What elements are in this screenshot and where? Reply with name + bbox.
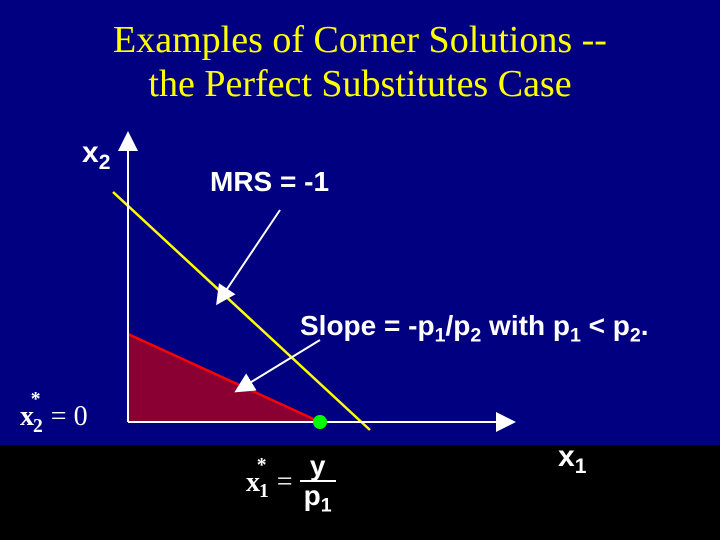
x1star-num: y (300, 452, 336, 482)
slope-s2: 2 (470, 325, 481, 347)
x1-sub: 1 (575, 455, 587, 478)
x2-sub: 2 (99, 151, 111, 174)
slope-s3: 1 (570, 325, 581, 347)
x1star-den-base: p (304, 480, 321, 511)
pointer-mrs (225, 210, 280, 292)
slope-label: Slope = -p1/p2 with p1 < p2. (300, 310, 649, 348)
mrs-label: MRS = -1 (210, 166, 329, 198)
optimal-point-dot (313, 415, 327, 429)
title-line-2: the Perfect Substitutes Case (0, 62, 720, 106)
slope-s4: 2 (630, 325, 641, 347)
title-line-1: Examples of Corner Solutions -- (0, 18, 720, 62)
x1star-den: p1 (300, 482, 336, 516)
x1star-sub: 1 (259, 481, 269, 502)
slope-post: . (641, 310, 649, 341)
slope-s1: 1 (435, 325, 446, 347)
x1-star-label: x*1 = y p1 (246, 452, 336, 516)
x1star-sup: * (257, 455, 267, 477)
x1-base: x (558, 440, 575, 473)
x2star-sup: * (31, 389, 41, 411)
x2star-sub: 2 (33, 416, 43, 437)
x1star-den-sub: 1 (321, 495, 332, 517)
slope-mid3: < p (581, 310, 630, 341)
slope-mid2: with p (481, 310, 570, 341)
x2-star-label: x*2 = 0 (20, 400, 88, 438)
x2-base: x (82, 136, 99, 169)
y-axis-label: x2 (82, 136, 110, 175)
x-axis-label: x1 (558, 440, 586, 479)
slope-mid: /p (445, 310, 470, 341)
x1star-eq: = (277, 467, 300, 498)
slope-pre: Slope = -p (300, 310, 435, 341)
x2star-eq: = 0 (51, 401, 88, 432)
